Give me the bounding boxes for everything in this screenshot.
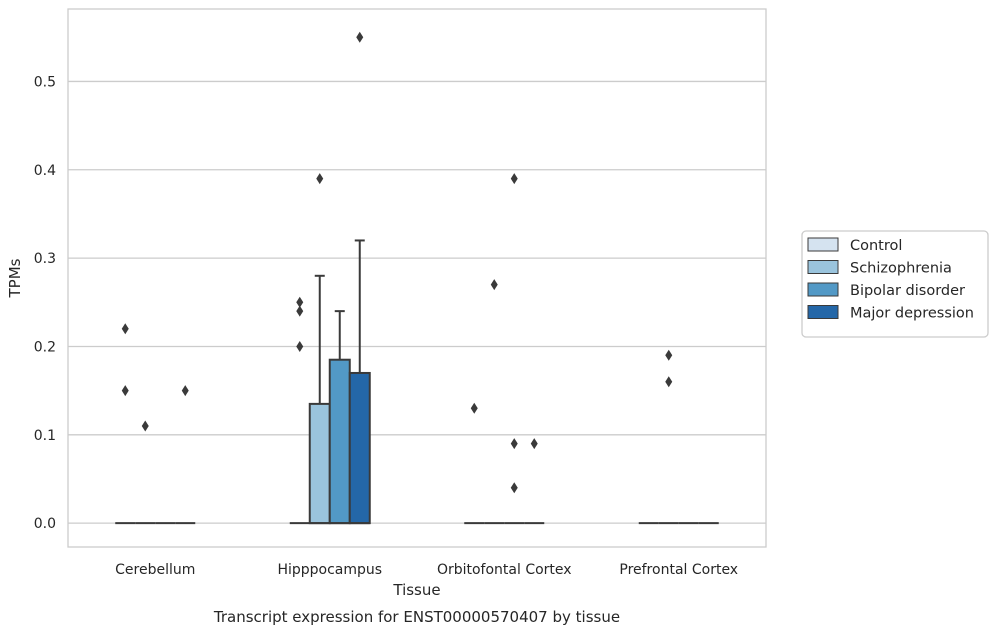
y-tick-label: 0.1 [34, 428, 56, 444]
outlier-point [296, 305, 304, 317]
legend-frame [801, 230, 989, 338]
box-group [115, 323, 136, 525]
x-tick-label: Orbitofontal Cortex [437, 562, 572, 578]
outlier-point [665, 376, 673, 388]
x-axis-label: Tissue [392, 581, 440, 599]
legend-swatch [807, 305, 839, 319]
legend-entry-label: Schizophrenia [850, 261, 952, 277]
x-tick-label: Cerebellum [115, 562, 195, 578]
box-series [115, 31, 719, 525]
box-rect [308, 402, 331, 525]
y-tick-label: 0.3 [34, 251, 56, 267]
outlier-point [296, 340, 304, 352]
box-group [175, 385, 196, 525]
y-tick-label: 0.5 [34, 74, 56, 90]
outlier-point [356, 31, 364, 43]
outlier-point [121, 385, 129, 397]
y-axis-label: TPMs [6, 258, 24, 298]
box-group [289, 296, 310, 525]
y-tick-label: 0.0 [34, 516, 56, 532]
outlier-point [510, 482, 518, 494]
outlier-point [530, 438, 538, 450]
outlier-point [665, 349, 673, 361]
box-rect [328, 358, 351, 525]
outlier-point [181, 385, 189, 397]
chart-caption: Transcript expression for ENST0000057040… [213, 608, 620, 626]
y-tick-label: 0.4 [34, 163, 56, 179]
box-rect [348, 371, 371, 525]
outlier-point [316, 173, 324, 185]
outlier-point [296, 296, 304, 308]
legend-swatch [807, 282, 839, 297]
y-tick-label: 0.2 [34, 339, 56, 355]
box-group [484, 279, 505, 525]
outlier-point [490, 279, 498, 291]
box-group [504, 173, 525, 525]
box-group [328, 310, 351, 525]
x-tick-label: Prefrontal Cortex [619, 562, 738, 578]
box-group [658, 349, 679, 525]
legend-entry-label: Major depression [850, 306, 974, 322]
box-group [464, 402, 485, 525]
y-axis: 0.0 0.1 0.2 0.3 0.4 0.5 [34, 74, 56, 532]
legend-entry-label: Control [850, 238, 902, 254]
outlier-point [470, 402, 478, 414]
box-group [308, 173, 331, 525]
outlier-point [121, 323, 129, 335]
box-group [348, 31, 371, 525]
legend-swatch [807, 260, 839, 274]
outlier-point [510, 173, 518, 185]
legend-swatch [807, 237, 839, 252]
plot-area-frame [67, 8, 767, 548]
box-group [135, 420, 156, 525]
outlier-point [141, 420, 149, 432]
x-tick-label: Hipppocampus [277, 562, 382, 578]
legend-entry-label: Bipolar disorder [850, 283, 965, 299]
outlier-point [510, 438, 518, 450]
x-axis: Cerebellum Hipppocampus Orbitofontal Corte… [115, 562, 738, 578]
box-group [524, 438, 545, 525]
legend: Control Schizophrenia Bipolar disorder Majo… [801, 230, 989, 338]
